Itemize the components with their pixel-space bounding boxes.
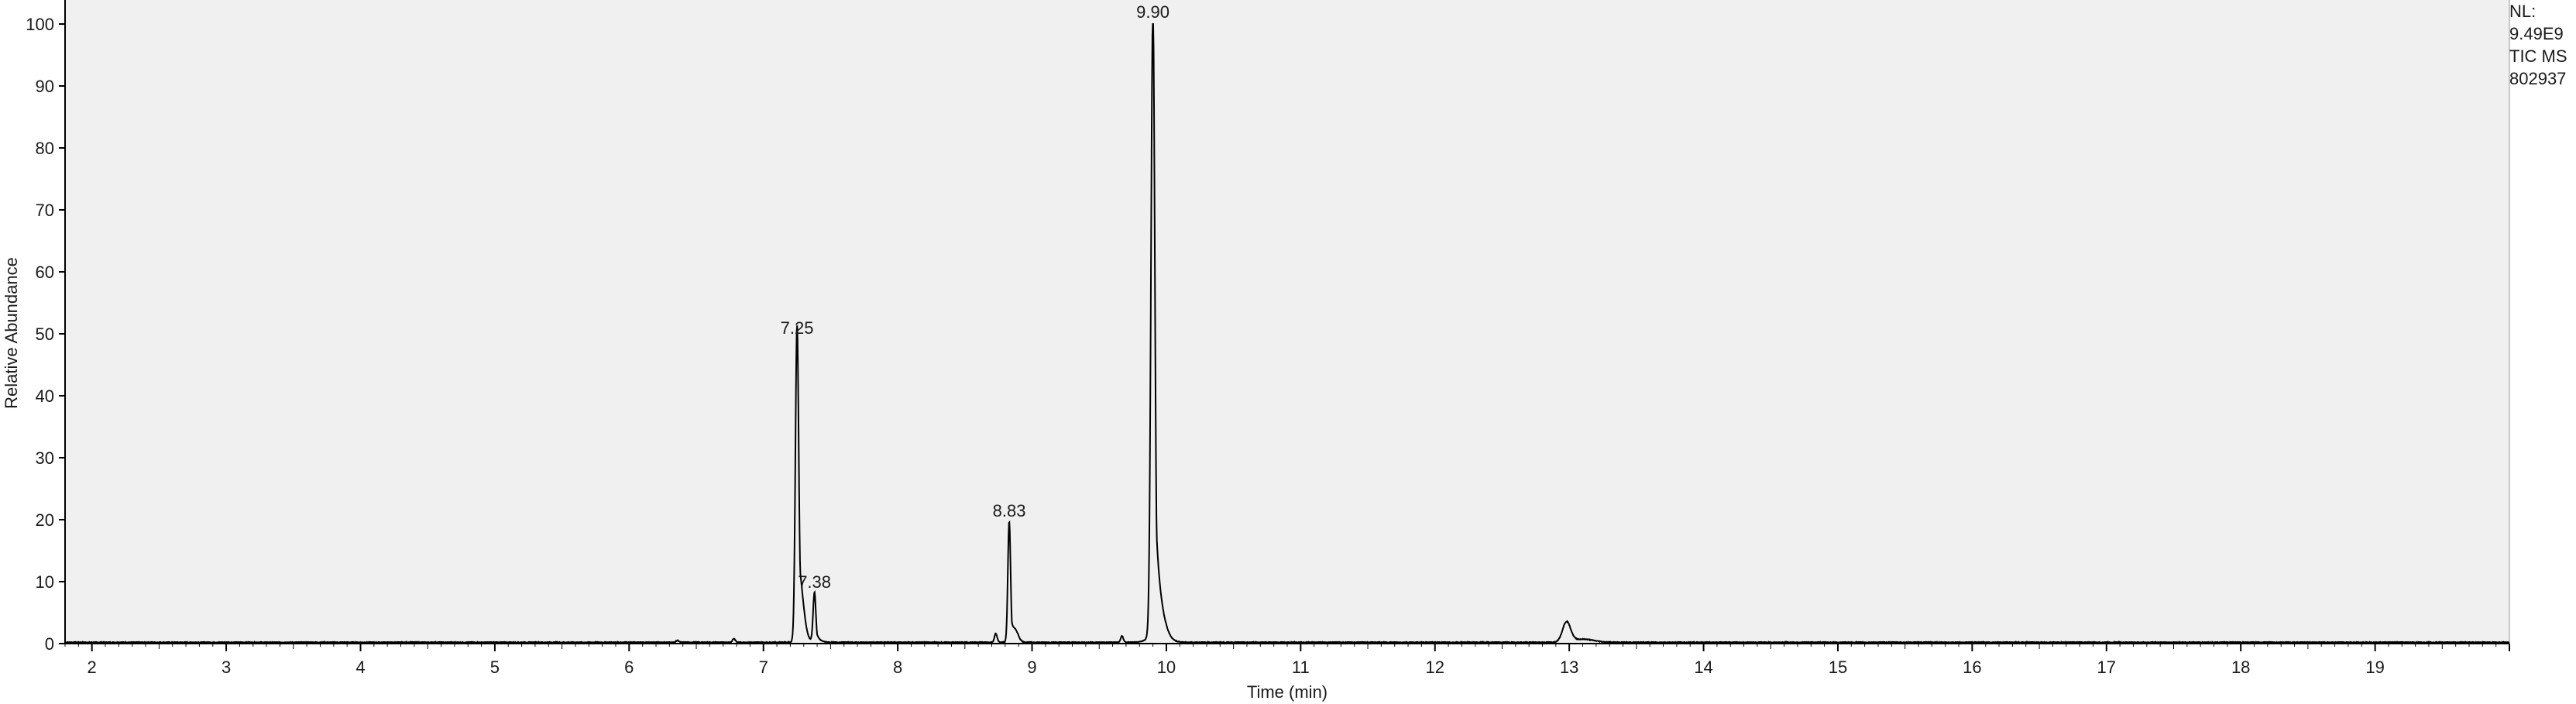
peak-label: 8.83 — [993, 501, 1026, 520]
x-tick-label: 9 — [1027, 658, 1036, 677]
tic-trace-line — [64, 23, 2510, 644]
y-tick-label: 90 — [36, 77, 54, 96]
y-tick-label: 50 — [36, 325, 54, 344]
x-tick-label: 17 — [2097, 658, 2116, 677]
nl-label: NL: — [2509, 2, 2537, 21]
x-tick-label: 13 — [1560, 658, 1578, 677]
x-tick-label: 2 — [88, 658, 97, 677]
x-axis-title: Time (min) — [1247, 682, 1327, 702]
x-tick-label: 8 — [893, 658, 902, 677]
y-tick-label: 30 — [36, 448, 54, 468]
y-tick-label: 0 — [45, 634, 54, 654]
y-tick-label: 70 — [36, 201, 54, 220]
peak-label: 7.25 — [781, 318, 814, 338]
x-tick-label: 16 — [1963, 658, 1981, 677]
y-tick-label: 20 — [36, 510, 54, 530]
x-tick-label: 11 — [1292, 658, 1310, 677]
peak-labels: 7.25 7.38 8.83 9.90 — [781, 2, 1170, 592]
file-id: 802937 — [2509, 69, 2567, 88]
y-tick-label: 60 — [36, 263, 54, 282]
x-tick-label: 10 — [1157, 658, 1176, 677]
peak-label: 9.90 — [1136, 2, 1170, 22]
plot-background — [65, 0, 2509, 644]
x-tick-label: 19 — [2365, 658, 2384, 677]
x-tick-label: 7 — [759, 658, 768, 677]
y-axis-ticks: 0 10 20 30 40 50 60 70 80 90 100 — [26, 15, 65, 654]
x-tick-label: 3 — [222, 658, 231, 677]
x-axis-ticks: 2 3 4 5 6 7 8 9 10 11 12 13 14 15 16 17 18 19 — [64, 644, 2510, 677]
y-tick-label: 80 — [36, 139, 54, 158]
scan-filter: TIC MS — [2509, 46, 2567, 66]
y-tick-label: 100 — [26, 15, 54, 34]
y-tick-label: 10 — [36, 572, 54, 592]
peak-label: 7.38 — [798, 572, 831, 592]
x-tick-label: 4 — [355, 658, 365, 677]
y-axis-title: Relative Abundance — [2, 257, 21, 409]
x-tick-label: 12 — [1426, 658, 1444, 677]
normalization-level-info: NL: 9.49E9 TIC MS 802937 — [2509, 0, 2567, 90]
x-tick-label: 6 — [624, 658, 634, 677]
y-tick-label: 40 — [36, 386, 54, 406]
nl-value: 9.49E9 — [2509, 24, 2564, 43]
x-tick-label: 18 — [2231, 658, 2250, 677]
x-tick-label: 14 — [1694, 658, 1712, 677]
x-tick-label: 5 — [490, 658, 500, 677]
x-tick-label: 15 — [1829, 658, 1847, 677]
